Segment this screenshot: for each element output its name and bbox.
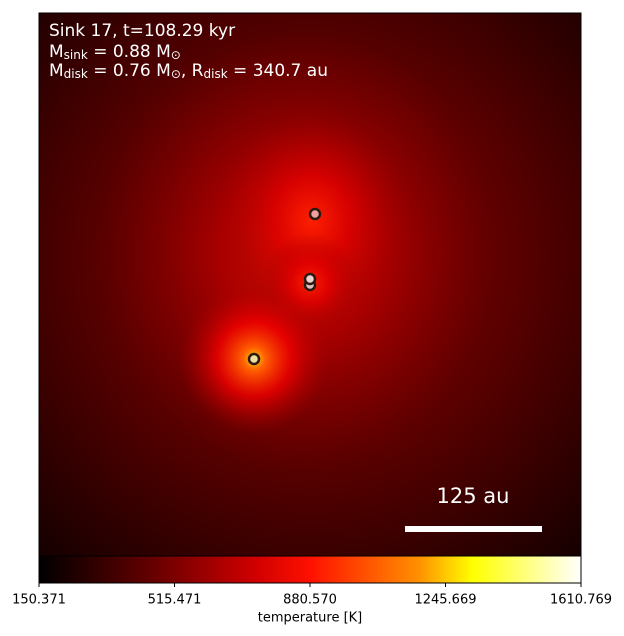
subscript: sink bbox=[64, 48, 88, 62]
annotation-text: , R bbox=[181, 61, 204, 81]
subscript: disk bbox=[204, 67, 228, 81]
colorbar-tick-label: 150.371 bbox=[12, 593, 66, 608]
colorbar-tick-label: 880.570 bbox=[283, 593, 337, 608]
annotation-text: M bbox=[49, 42, 64, 62]
colorbar-tick-label: 1245.669 bbox=[414, 593, 476, 608]
colorbar bbox=[38, 555, 582, 584]
image bbox=[39, 13, 581, 556]
annotation-text: = 0.88 M bbox=[88, 42, 171, 62]
subscript: ⊙ bbox=[171, 67, 181, 81]
annotation-text: = 0.76 M bbox=[88, 61, 171, 81]
scale-bar-label: 125 au bbox=[437, 484, 510, 508]
subscript: disk bbox=[64, 67, 88, 81]
annotation-text: Sink 17, t=108.29 kyr bbox=[49, 21, 235, 41]
colorbar-tick-label: 1610.769 bbox=[550, 593, 612, 608]
colorbar-label: temperature [K] bbox=[258, 611, 363, 626]
annotation: Sink 17, t=108.29 kyr Msink = 0.88 M⊙ Mdis… bbox=[49, 21, 328, 81]
annotation-text: M bbox=[49, 61, 64, 81]
scale-bar bbox=[405, 526, 542, 532]
subscript: ⊙ bbox=[171, 48, 181, 62]
sinks bbox=[247, 207, 322, 366]
annotation-text: = 340.7 au bbox=[228, 61, 328, 81]
colorbar-tick-label: 515.471 bbox=[148, 593, 202, 608]
